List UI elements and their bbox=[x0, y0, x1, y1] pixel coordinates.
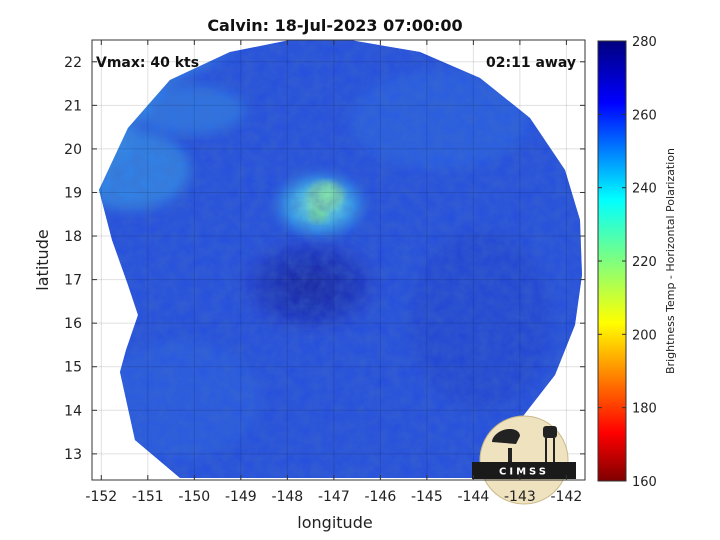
x-tick-label: -149 bbox=[225, 489, 257, 505]
y-tick-label: 15 bbox=[64, 360, 82, 376]
colorbar-tick-label: 240 bbox=[632, 182, 657, 197]
y-tick-label: 17 bbox=[64, 273, 82, 289]
y-tick-label: 20 bbox=[64, 142, 82, 158]
x-tick-label: -151 bbox=[132, 489, 164, 505]
y-tick-label: 13 bbox=[64, 447, 82, 463]
cimss-logo: CIMSS bbox=[472, 415, 576, 505]
colorbar-tick-label: 200 bbox=[632, 328, 657, 343]
chart-title: Calvin: 18-Jul-2023 07:00:00 bbox=[207, 16, 462, 35]
x-tick-label: -150 bbox=[178, 489, 210, 505]
grid bbox=[92, 40, 585, 480]
colorbar-label: Brightness Temp - Horizontal Polarizatio… bbox=[664, 148, 677, 374]
colorbar: 160 180 200 220 240 260 280 Brightness Temp - … bbox=[597, 35, 677, 490]
x-tick-label: -144 bbox=[457, 489, 489, 505]
brightness-temp-field bbox=[99, 40, 582, 478]
y-axis-label: latitude bbox=[33, 229, 52, 290]
y-tick-label: 18 bbox=[64, 229, 82, 245]
time-away-annotation: 02:11 away bbox=[486, 55, 576, 71]
y-tick-label: 19 bbox=[64, 185, 82, 201]
colorbar-tick-label: 160 bbox=[632, 475, 657, 490]
colorbar-tick-label: 280 bbox=[632, 35, 657, 50]
radar-dish-icon bbox=[491, 428, 520, 444]
x-axis-label: longitude bbox=[297, 513, 372, 532]
y-tick-label: 14 bbox=[64, 403, 82, 419]
colorbar-tick-label: 220 bbox=[632, 255, 657, 270]
colorbar-tick-label: 260 bbox=[632, 108, 657, 123]
x-tick-label: -147 bbox=[318, 489, 350, 505]
water-tower-icon bbox=[543, 426, 557, 438]
y-tick-label: 22 bbox=[64, 55, 82, 71]
x-tick-label: -145 bbox=[411, 489, 443, 505]
axes-frame bbox=[91, 39, 586, 481]
x-axis-ticks: -152 -151 -150 -149 -148 -147 -146 -145 -144 -143… bbox=[85, 40, 582, 505]
x-tick-label: -152 bbox=[85, 489, 117, 505]
y-axis-ticks: 13 14 15 16 17 18 19 20 21 22 bbox=[64, 55, 585, 463]
colorbar-tick-label: 180 bbox=[632, 402, 657, 417]
y-tick-label: 16 bbox=[64, 316, 82, 332]
x-tick-label: -148 bbox=[271, 489, 303, 505]
x-tick-label: -146 bbox=[364, 489, 396, 505]
colorbar-ticks: 160 180 200 220 240 260 280 bbox=[598, 35, 657, 490]
y-tick-label: 21 bbox=[64, 98, 82, 114]
colorbar-ramp bbox=[597, 40, 627, 482]
logo-text: CIMSS bbox=[499, 467, 549, 478]
vmax-annotation: Vmax: 40 kts bbox=[96, 55, 199, 71]
x-tick-label: -142 bbox=[551, 489, 583, 505]
x-tick-label: -143 bbox=[504, 489, 536, 505]
